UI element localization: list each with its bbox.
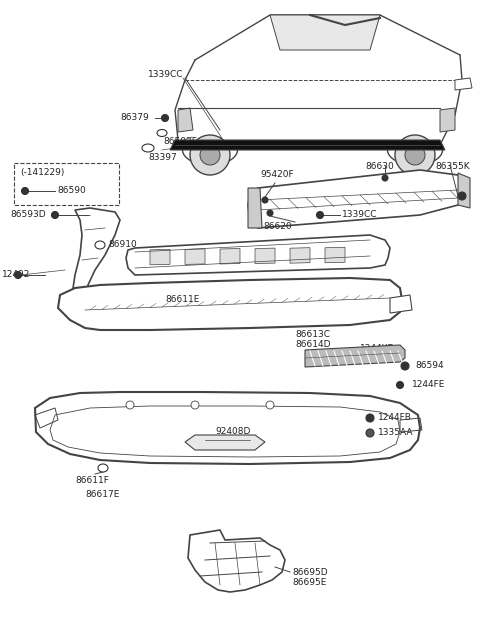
Polygon shape: [455, 78, 472, 90]
Text: 86611F: 86611F: [75, 476, 109, 485]
Text: 86593F: 86593F: [163, 137, 197, 146]
Polygon shape: [126, 235, 390, 275]
Polygon shape: [440, 108, 455, 132]
Polygon shape: [185, 435, 265, 450]
Polygon shape: [35, 392, 420, 464]
Ellipse shape: [95, 241, 105, 249]
Polygon shape: [305, 345, 405, 367]
Circle shape: [266, 401, 274, 409]
Text: 92409A: 92409A: [215, 437, 250, 446]
Text: 86593D: 86593D: [10, 210, 46, 219]
Circle shape: [22, 187, 28, 194]
Polygon shape: [150, 249, 170, 265]
Circle shape: [14, 271, 22, 278]
Circle shape: [316, 211, 324, 218]
Circle shape: [262, 197, 268, 203]
Polygon shape: [255, 248, 275, 264]
Circle shape: [191, 401, 199, 409]
Polygon shape: [220, 249, 240, 264]
Text: 12492: 12492: [2, 270, 30, 279]
Text: 86614D: 86614D: [295, 340, 331, 349]
Text: 86613C: 86613C: [295, 330, 330, 339]
Text: 86620: 86620: [263, 222, 292, 231]
Circle shape: [126, 401, 134, 409]
Polygon shape: [178, 108, 193, 132]
Circle shape: [401, 362, 409, 370]
Text: 86695E: 86695E: [292, 578, 326, 587]
Polygon shape: [188, 530, 285, 592]
Ellipse shape: [142, 144, 154, 152]
Circle shape: [382, 175, 388, 181]
Polygon shape: [248, 188, 262, 228]
Polygon shape: [72, 208, 120, 315]
Ellipse shape: [98, 464, 108, 472]
Polygon shape: [270, 15, 380, 50]
Polygon shape: [248, 170, 462, 228]
Polygon shape: [185, 249, 205, 264]
Circle shape: [267, 210, 273, 216]
Polygon shape: [170, 140, 445, 150]
Text: 86611E: 86611E: [165, 295, 199, 304]
Polygon shape: [290, 248, 310, 263]
Text: 83397: 83397: [148, 153, 177, 162]
Text: 86590: 86590: [57, 186, 86, 195]
Text: 86695D: 86695D: [292, 568, 328, 577]
Circle shape: [366, 414, 374, 422]
Text: 1244KE: 1244KE: [360, 344, 394, 353]
Text: 1244FB: 1244FB: [378, 413, 412, 422]
Text: 86379: 86379: [120, 113, 149, 122]
Circle shape: [190, 135, 230, 175]
Circle shape: [366, 429, 374, 437]
Polygon shape: [325, 247, 345, 262]
FancyBboxPatch shape: [14, 163, 119, 205]
Text: (-141229): (-141229): [20, 168, 64, 177]
Text: 95420F: 95420F: [260, 170, 294, 179]
Text: 1244FE: 1244FE: [412, 380, 445, 389]
Polygon shape: [458, 173, 470, 208]
Circle shape: [200, 145, 220, 165]
Circle shape: [396, 382, 404, 389]
Circle shape: [458, 192, 466, 200]
Text: 86594: 86594: [415, 361, 444, 370]
Text: 1335AA: 1335AA: [378, 428, 413, 437]
Circle shape: [161, 114, 168, 122]
Ellipse shape: [157, 129, 167, 136]
Circle shape: [405, 145, 425, 165]
Text: 86630: 86630: [365, 162, 394, 171]
Circle shape: [395, 135, 435, 175]
Polygon shape: [58, 278, 402, 330]
Text: 1339CC: 1339CC: [148, 70, 183, 79]
Text: 86355K: 86355K: [435, 162, 469, 171]
Text: 1339CC: 1339CC: [342, 210, 377, 219]
Text: 92408D: 92408D: [215, 427, 251, 436]
Text: 86910: 86910: [108, 240, 137, 249]
Circle shape: [51, 211, 59, 218]
Text: 86617E: 86617E: [85, 490, 120, 499]
Polygon shape: [390, 295, 412, 313]
